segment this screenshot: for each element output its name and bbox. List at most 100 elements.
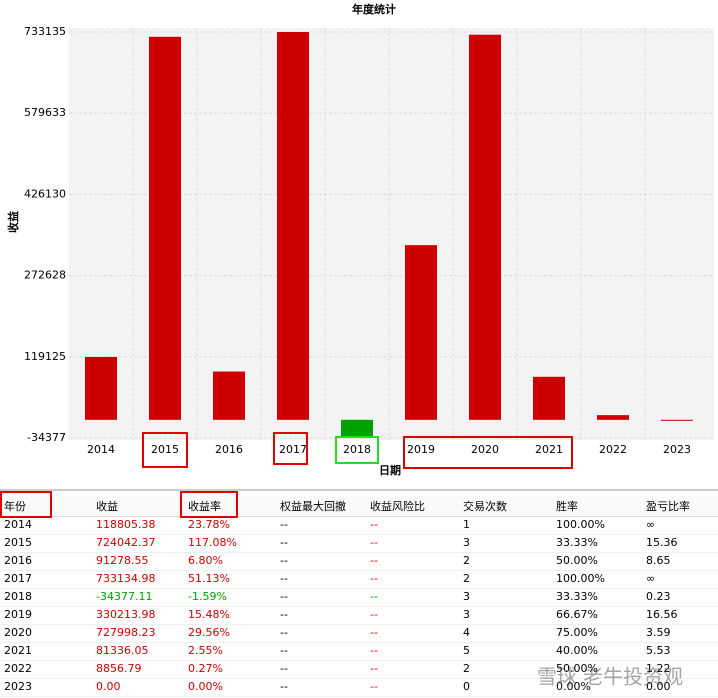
header-cell: 收益率	[188, 500, 221, 513]
bar	[597, 415, 629, 420]
table-cell: 0.27%	[188, 662, 223, 675]
table-cell: 16.56	[646, 608, 678, 621]
table-cell: 33.33%	[556, 590, 598, 603]
bar	[405, 245, 437, 420]
table-cell: --	[370, 644, 378, 657]
x-tick-label: 2015	[151, 443, 179, 456]
table-cell: 117.08%	[188, 536, 237, 549]
table-cell: 75.00%	[556, 626, 598, 639]
y-tick-label: 426130	[24, 187, 66, 200]
table-cell: 0	[463, 680, 470, 693]
table-cell: 100.00%	[556, 518, 605, 531]
table-cell: 4	[463, 626, 470, 639]
table-cell: 3.59	[646, 626, 671, 639]
table-cell: 2.55%	[188, 644, 223, 657]
table-cell: 8856.79	[96, 662, 142, 675]
bar	[149, 36, 181, 420]
table-row	[0, 552, 718, 571]
y-tick-label: -34377	[27, 431, 66, 444]
table-cell: --	[280, 536, 288, 549]
table-cell: 6.80%	[188, 554, 223, 567]
table-cell: --	[280, 590, 288, 603]
table-cell: 0.00	[96, 680, 121, 693]
table-cell: 3	[463, 536, 470, 549]
table-cell: 2022	[4, 662, 32, 675]
table-cell: 51.13%	[188, 572, 230, 585]
table-cell: 3	[463, 608, 470, 621]
y-tick-label: 579633	[24, 106, 66, 119]
table-cell: 0.23	[646, 590, 671, 603]
table-cell: 2020	[4, 626, 32, 639]
table-cell: 3	[463, 590, 470, 603]
table-cell: --	[370, 608, 378, 621]
table-cell: --	[280, 626, 288, 639]
header-cell: 权益最大回撤	[280, 500, 346, 513]
table-cell: 15.48%	[188, 608, 230, 621]
table-cell: 0.00	[646, 680, 671, 693]
x-axis-label: 日期	[379, 463, 401, 477]
table-cell: 2018	[4, 590, 32, 603]
table-cell: 724042.37	[96, 536, 156, 549]
table-row	[0, 516, 718, 535]
table-cell: 40.00%	[556, 644, 598, 657]
y-tick-label: 272628	[24, 269, 66, 282]
table-cell: 0.00%	[188, 680, 223, 693]
table-cell: 2	[463, 662, 470, 675]
table-cell: 727998.23	[96, 626, 156, 639]
header-cell: 收益风险比	[370, 500, 425, 513]
header-cell: 盈亏比率	[646, 500, 690, 513]
table-cell: --	[370, 626, 378, 639]
table-cell: 2	[463, 554, 470, 567]
header-cell: 交易次数	[463, 500, 507, 513]
table-cell: --	[370, 662, 378, 675]
x-tick-label: 2016	[215, 443, 243, 456]
x-tick-label: 2020	[471, 443, 499, 456]
table-cell: --	[280, 680, 288, 693]
table-cell: 5.53	[646, 644, 671, 657]
x-tick-label: 2022	[599, 443, 627, 456]
table-cell: 81336.05	[96, 644, 149, 657]
chart-title: 年度统计	[352, 2, 396, 16]
table-cell: 50.00%	[556, 554, 598, 567]
y-axis-label: 收益	[6, 211, 20, 233]
table-cell: --	[370, 554, 378, 567]
table-cell: 50.00%	[556, 662, 598, 675]
table-cell: --	[280, 572, 288, 585]
table-cell: 8.65	[646, 554, 671, 567]
table-cell: 1.22	[646, 662, 671, 675]
bar	[341, 419, 373, 439]
y-tick-label: 119125	[24, 350, 66, 363]
table-cell: 2015	[4, 536, 32, 549]
table-cell: --	[280, 518, 288, 531]
table-cell: -1.59%	[188, 590, 227, 603]
bar	[85, 356, 117, 420]
bar	[469, 34, 501, 420]
table-cell: 15.36	[646, 536, 678, 549]
table-cell: -34377.11	[96, 590, 153, 603]
table-cell: 2017	[4, 572, 32, 585]
x-tick-label: 2021	[535, 443, 563, 456]
table-cell: --	[280, 644, 288, 657]
table-cell: 2023	[4, 680, 32, 693]
table-cell: 2014	[4, 518, 32, 531]
table-row	[0, 570, 718, 589]
table-cell: --	[370, 572, 378, 585]
bar	[277, 32, 309, 420]
table-cell: --	[370, 536, 378, 549]
table-cell: 29.56%	[188, 626, 230, 639]
table-cell: 33.33%	[556, 536, 598, 549]
table-cell: --	[370, 590, 378, 603]
x-tick-label: 2018	[343, 443, 371, 456]
table-cell: 23.78%	[188, 518, 230, 531]
header-cell: 年份	[4, 500, 26, 513]
table-cell: 100.00%	[556, 572, 605, 585]
table-cell: 733134.98	[96, 572, 156, 585]
bar	[533, 376, 565, 420]
table-cell: 330213.98	[96, 608, 156, 621]
table-cell: --	[280, 554, 288, 567]
table-cell: --	[370, 518, 378, 531]
table-row	[0, 606, 718, 625]
table-cell: 0.00%	[556, 680, 591, 693]
table-cell: 1	[463, 518, 470, 531]
table-cell: 2016	[4, 554, 32, 567]
